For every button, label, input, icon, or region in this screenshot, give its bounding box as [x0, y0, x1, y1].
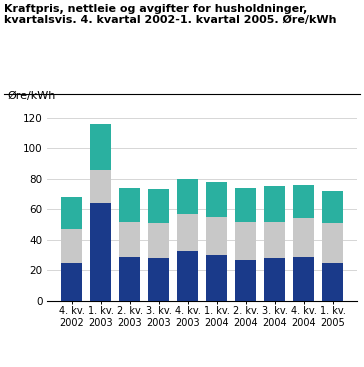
Bar	[206, 217, 227, 255]
Bar	[293, 185, 314, 218]
Bar	[236, 260, 256, 301]
Bar	[264, 258, 285, 301]
Bar	[236, 188, 256, 222]
Text: Øre/kWh: Øre/kWh	[7, 91, 55, 101]
Bar	[62, 197, 82, 229]
Bar	[177, 214, 198, 251]
Bar	[236, 222, 256, 260]
Bar	[293, 257, 314, 301]
Bar	[119, 188, 140, 222]
Bar	[90, 203, 111, 301]
Bar	[323, 191, 343, 223]
Bar	[293, 218, 314, 257]
Bar	[264, 186, 285, 222]
Bar	[90, 124, 111, 170]
Bar	[323, 223, 343, 263]
Bar	[149, 258, 169, 301]
Bar	[177, 179, 198, 214]
Bar	[90, 170, 111, 203]
Bar	[264, 222, 285, 258]
Bar	[206, 182, 227, 217]
Bar	[119, 222, 140, 257]
Text: Kraftpris, nettleie og avgifter for husholdninger,
kvartalsvis. 4. kvartal 2002-: Kraftpris, nettleie og avgifter for hush…	[4, 4, 336, 25]
Bar	[119, 257, 140, 301]
Bar	[62, 263, 82, 301]
Bar	[149, 189, 169, 223]
Bar	[149, 223, 169, 258]
Bar	[177, 251, 198, 301]
Bar	[323, 263, 343, 301]
Bar	[206, 255, 227, 301]
Bar	[62, 229, 82, 263]
